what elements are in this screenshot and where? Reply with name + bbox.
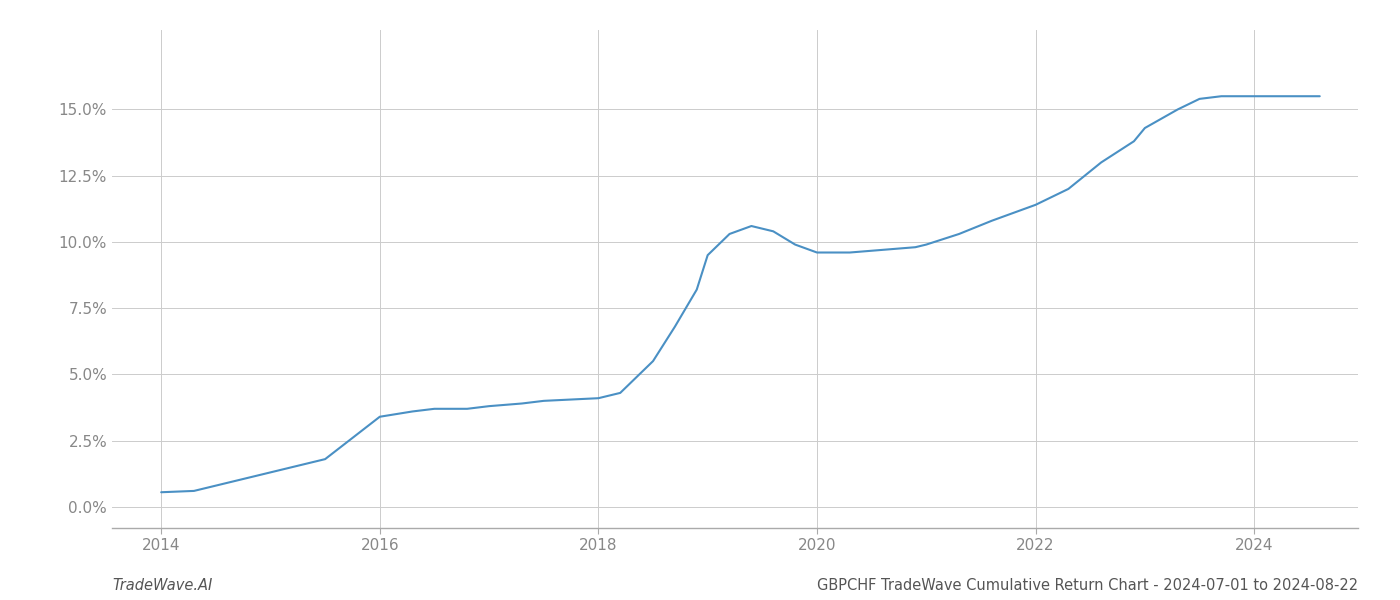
Text: GBPCHF TradeWave Cumulative Return Chart - 2024-07-01 to 2024-08-22: GBPCHF TradeWave Cumulative Return Chart…: [816, 578, 1358, 593]
Text: TradeWave.AI: TradeWave.AI: [112, 578, 213, 593]
